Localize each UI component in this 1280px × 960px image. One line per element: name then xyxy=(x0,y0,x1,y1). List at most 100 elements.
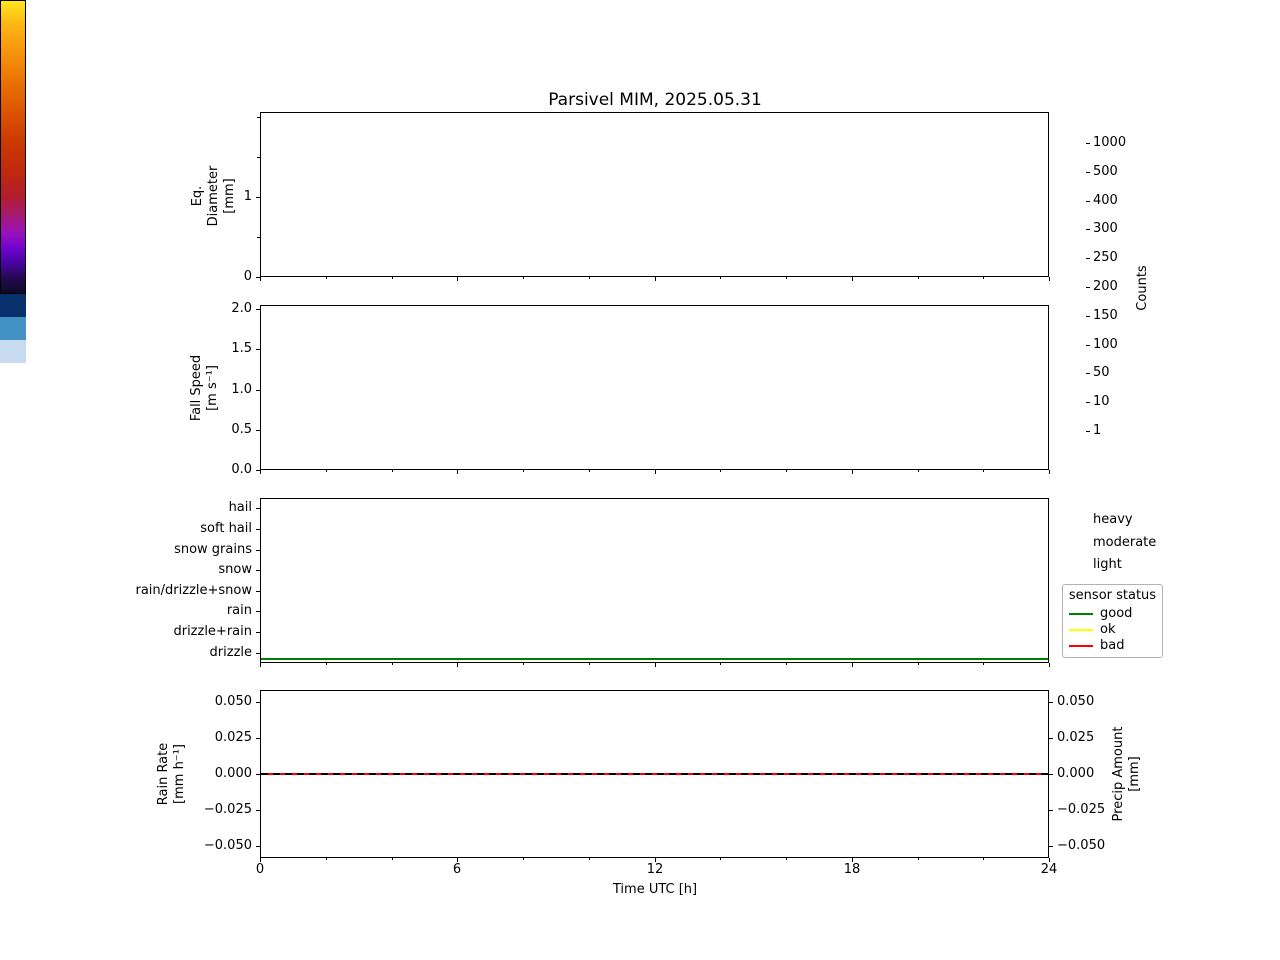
x-tick-label: 12 xyxy=(646,862,664,877)
status-legend-label: good xyxy=(1100,606,1133,621)
colorbar-tick xyxy=(1086,172,1090,173)
x-minor-tick xyxy=(392,858,393,860)
y-tick-label: −0.050 xyxy=(203,838,252,853)
colorbar-tick-label: 1000 xyxy=(1093,135,1127,150)
x-minor-tick xyxy=(918,470,919,472)
colorbar-tick-label: 1 xyxy=(1093,423,1102,438)
x-tick-label: 18 xyxy=(843,862,861,877)
y-tick xyxy=(256,390,260,391)
y-tick-label: 0.000 xyxy=(214,766,252,781)
y-tick-right xyxy=(1049,774,1053,775)
x-tick xyxy=(1049,277,1050,281)
ylabel-rain-rate: Rain Rate [mm h⁻¹] xyxy=(156,742,187,806)
status-legend-line-bad xyxy=(1069,645,1093,647)
y-tick-label-right: 0.025 xyxy=(1057,730,1095,745)
y-tick xyxy=(256,550,260,551)
colorbar-tick-label: 500 xyxy=(1093,164,1118,179)
y-tick-label: 0 xyxy=(243,269,252,284)
y-tick-label: 0.5 xyxy=(231,422,252,437)
y-tick-label-right: 0.050 xyxy=(1057,694,1095,709)
y-tick xyxy=(256,277,260,278)
x-minor-tick xyxy=(786,663,787,665)
x-tick xyxy=(260,470,261,474)
x-tick xyxy=(1049,470,1050,474)
y-tick-label-right: −0.025 xyxy=(1057,802,1106,817)
intensity-swatch-light xyxy=(0,340,26,363)
status-legend-line-good xyxy=(1069,613,1093,615)
x-tick xyxy=(260,663,261,667)
x-minor-tick xyxy=(983,858,984,860)
category-label: snow xyxy=(218,562,252,577)
y-tick-label: 1.5 xyxy=(231,341,252,356)
x-tick xyxy=(852,663,853,667)
y-tick xyxy=(256,653,260,654)
x-tick xyxy=(852,277,853,281)
y-tick xyxy=(256,309,260,310)
colorbar-tick xyxy=(1086,345,1090,346)
y-tick xyxy=(256,632,260,633)
x-minor-tick xyxy=(523,663,524,665)
x-minor-tick xyxy=(523,277,524,279)
y-tick xyxy=(256,611,260,612)
panel-eq-diameter xyxy=(260,112,1049,277)
x-minor-tick xyxy=(326,277,327,279)
colorbar-tick xyxy=(1086,287,1090,288)
colorbar-tick-label: 250 xyxy=(1093,250,1118,265)
colorbar-tick-label: 50 xyxy=(1093,365,1110,380)
y-tick-label: 2.0 xyxy=(231,301,252,316)
colorbar-tick-label: 10 xyxy=(1093,394,1110,409)
x-tick-label: 6 xyxy=(452,862,462,877)
x-tick xyxy=(457,470,458,474)
y-tick xyxy=(256,846,260,847)
colorbar-tick-label: 100 xyxy=(1093,337,1118,352)
y-tick-label: 0.050 xyxy=(214,694,252,709)
status-legend-label: bad xyxy=(1100,638,1125,653)
intensity-swatch-heavy xyxy=(0,294,26,317)
x-minor-tick xyxy=(392,277,393,279)
y-minor-tick xyxy=(257,237,260,238)
colorbar-tick xyxy=(1086,201,1090,202)
x-minor-tick xyxy=(720,663,721,665)
x-minor-tick xyxy=(983,663,984,665)
x-minor-tick xyxy=(392,663,393,665)
y-tick xyxy=(256,591,260,592)
x-tick xyxy=(260,858,261,862)
x-tick xyxy=(655,470,656,474)
intensity-swatch-moderate xyxy=(0,317,26,340)
sensor-status-line xyxy=(261,658,1048,660)
y-tick xyxy=(256,508,260,509)
category-label: hail xyxy=(228,500,252,515)
x-minor-tick xyxy=(918,858,919,860)
sensor-status-legend-title: sensor status xyxy=(1068,588,1157,603)
y-tick xyxy=(256,470,260,471)
x-minor-tick xyxy=(720,470,721,472)
y-tick-label: −0.025 xyxy=(203,802,252,817)
category-label: drizzle xyxy=(209,645,252,660)
y-tick xyxy=(256,430,260,431)
category-label: rain xyxy=(226,603,252,618)
y-tick xyxy=(256,810,260,811)
y-tick-right xyxy=(1049,846,1053,847)
x-minor-tick xyxy=(523,858,524,860)
y-minor-tick xyxy=(257,157,260,158)
y-tick-label-right: −0.050 xyxy=(1057,838,1106,853)
x-minor-tick xyxy=(326,858,327,860)
x-minor-tick xyxy=(918,277,919,279)
colorbar-tick-label: 150 xyxy=(1093,308,1118,323)
y-tick xyxy=(256,570,260,571)
x-tick xyxy=(457,277,458,281)
x-tick xyxy=(1049,663,1050,667)
y-tick xyxy=(256,197,260,198)
status-legend-line-ok xyxy=(1069,629,1093,631)
x-tick xyxy=(852,858,853,862)
colorbar-tick-label: 300 xyxy=(1093,221,1118,236)
x-tick xyxy=(655,277,656,281)
intensity-label: light xyxy=(1093,557,1122,572)
y-tick-label-right: 0.000 xyxy=(1057,766,1095,781)
category-label: snow grains xyxy=(174,542,252,557)
y-tick xyxy=(256,774,260,775)
category-label: drizzle+rain xyxy=(173,624,252,639)
panel-fall-speed xyxy=(260,305,1049,470)
x-tick xyxy=(457,858,458,862)
colorbar-label: Counts xyxy=(1135,265,1150,311)
